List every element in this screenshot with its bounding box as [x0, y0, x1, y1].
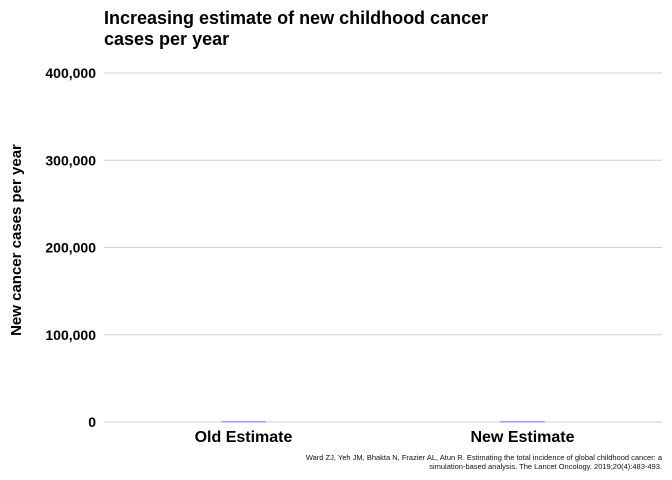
y-tick-label: 400,000	[45, 65, 96, 81]
y-tick-label: 100,000	[45, 327, 96, 343]
bar	[500, 421, 545, 423]
y-tick-label: 300,000	[45, 152, 96, 168]
gridlines	[104, 72, 662, 423]
y-axis-ticks: 0 100,000 200,000 300,000 400,000	[45, 65, 96, 430]
y-tick-label: 0	[88, 414, 96, 430]
source-citation: Ward ZJ, Yeh JM, Bhakta N, Frazier AL, A…	[305, 453, 662, 471]
bars	[221, 421, 545, 423]
x-tick-label: Old Estimate	[195, 429, 293, 446]
y-tick-label: 200,000	[45, 240, 96, 256]
bar	[221, 421, 266, 423]
y-axis-label: New cancer cases per year	[8, 144, 25, 336]
chart-title: Increasing estimate of new childhood can…	[104, 8, 489, 49]
x-axis-ticks: Old Estimate New Estimate	[195, 429, 575, 446]
x-tick-label: New Estimate	[470, 429, 574, 446]
